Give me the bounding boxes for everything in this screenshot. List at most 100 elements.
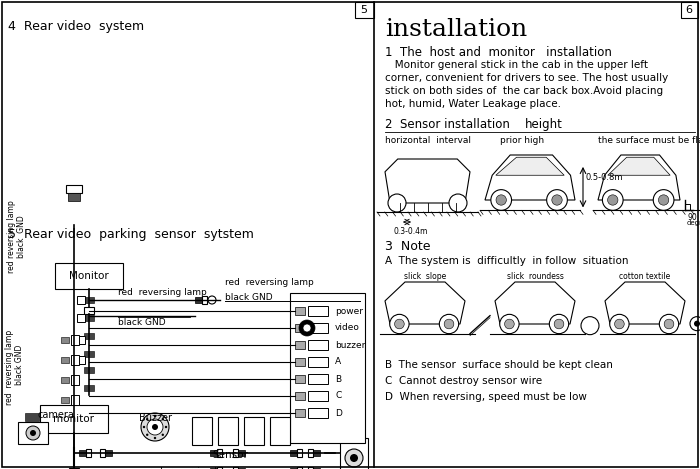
- Polygon shape: [485, 155, 575, 200]
- Circle shape: [505, 319, 514, 329]
- Circle shape: [552, 195, 562, 205]
- Text: height: height: [525, 118, 563, 131]
- Circle shape: [141, 413, 169, 441]
- Bar: [290, 293, 365, 443]
- Bar: [313, 468, 320, 469]
- Text: 6: 6: [685, 5, 692, 15]
- Bar: [77, 336, 85, 344]
- Bar: [244, 417, 264, 445]
- Bar: [308, 306, 328, 316]
- Bar: [55, 263, 123, 289]
- Bar: [297, 467, 302, 469]
- Bar: [61, 377, 69, 383]
- Circle shape: [491, 189, 512, 211]
- Text: Buzzer: Buzzer: [139, 413, 172, 423]
- Bar: [77, 296, 85, 304]
- Bar: [40, 405, 108, 433]
- Circle shape: [664, 319, 674, 329]
- Text: Monitor general stick in the cab in the upper left: Monitor general stick in the cab in the …: [385, 60, 648, 70]
- Bar: [84, 297, 94, 303]
- Polygon shape: [496, 157, 564, 175]
- Polygon shape: [385, 159, 470, 203]
- Text: black  GND: black GND: [18, 215, 27, 258]
- Text: video: video: [335, 324, 360, 333]
- Text: red  reversing lamp: red reversing lamp: [148, 467, 237, 469]
- Circle shape: [554, 319, 564, 329]
- Bar: [202, 296, 207, 304]
- Bar: [295, 358, 305, 366]
- Circle shape: [26, 426, 40, 440]
- Bar: [79, 450, 86, 456]
- Bar: [295, 375, 305, 383]
- Text: camera: camera: [38, 410, 75, 420]
- Text: D  When reversing, speed must be low: D When reversing, speed must be low: [385, 392, 587, 402]
- Bar: [295, 409, 305, 417]
- Circle shape: [603, 189, 623, 211]
- Text: 0.5-0.8m: 0.5-0.8m: [586, 173, 624, 182]
- Bar: [308, 357, 328, 367]
- Bar: [86, 449, 91, 457]
- Polygon shape: [605, 282, 685, 324]
- Circle shape: [547, 189, 567, 211]
- Bar: [681, 2, 698, 18]
- Text: monitor: monitor: [53, 414, 94, 424]
- Text: 5  Rear video  parking  sensor  sytstem: 5 Rear video parking sensor sytstem: [8, 228, 254, 241]
- Text: C  Cannot destroy sensor wire: C Cannot destroy sensor wire: [385, 376, 542, 386]
- Circle shape: [444, 319, 454, 329]
- Bar: [68, 193, 80, 201]
- Text: black GND: black GND: [15, 345, 24, 386]
- Bar: [210, 468, 217, 469]
- Bar: [25, 413, 39, 421]
- Text: red  reversing lamp: red reversing lamp: [6, 330, 15, 405]
- Bar: [71, 395, 79, 405]
- Text: prior high: prior high: [500, 136, 544, 145]
- Text: red  reversing lamp: red reversing lamp: [118, 288, 206, 297]
- Circle shape: [162, 418, 164, 420]
- Bar: [77, 356, 85, 364]
- Bar: [233, 467, 238, 469]
- Text: buzzer: buzzer: [335, 340, 365, 349]
- Bar: [295, 341, 305, 349]
- Circle shape: [303, 324, 311, 332]
- Circle shape: [694, 321, 700, 327]
- Bar: [71, 335, 79, 345]
- Bar: [18, 422, 48, 444]
- Bar: [84, 351, 94, 357]
- Circle shape: [162, 433, 164, 436]
- Text: slick  roundess: slick roundess: [507, 272, 564, 281]
- Circle shape: [659, 314, 679, 333]
- Circle shape: [388, 194, 406, 212]
- Text: Monitor: Monitor: [69, 271, 109, 281]
- Text: B: B: [335, 375, 341, 384]
- Text: the surface must be flat: the surface must be flat: [598, 136, 700, 145]
- Text: C: C: [335, 392, 342, 401]
- Text: horizontal  interval: horizontal interval: [385, 136, 471, 145]
- Circle shape: [208, 296, 216, 304]
- Bar: [84, 315, 94, 321]
- Circle shape: [152, 424, 158, 430]
- Bar: [313, 450, 320, 456]
- Text: stick on both sides of  the car back box.Avoid placing: stick on both sides of the car back box.…: [385, 86, 663, 96]
- Bar: [295, 307, 305, 315]
- Circle shape: [350, 454, 358, 462]
- Text: red  reversing lamp: red reversing lamp: [225, 278, 314, 287]
- Text: Sensor: Sensor: [212, 450, 248, 460]
- Text: 3  Note: 3 Note: [385, 240, 430, 253]
- Text: 4  Rear video  system: 4 Rear video system: [8, 20, 144, 33]
- Bar: [295, 324, 305, 332]
- Bar: [297, 449, 302, 457]
- Circle shape: [395, 319, 404, 329]
- Circle shape: [164, 426, 167, 428]
- Bar: [84, 385, 94, 391]
- Bar: [685, 204, 690, 211]
- Bar: [105, 450, 112, 456]
- Bar: [217, 467, 222, 469]
- Bar: [84, 307, 94, 314]
- Bar: [195, 297, 202, 303]
- Text: A: A: [335, 357, 341, 366]
- Circle shape: [440, 314, 459, 333]
- Circle shape: [653, 189, 674, 211]
- Bar: [218, 417, 238, 445]
- Bar: [61, 397, 69, 403]
- Bar: [77, 314, 85, 322]
